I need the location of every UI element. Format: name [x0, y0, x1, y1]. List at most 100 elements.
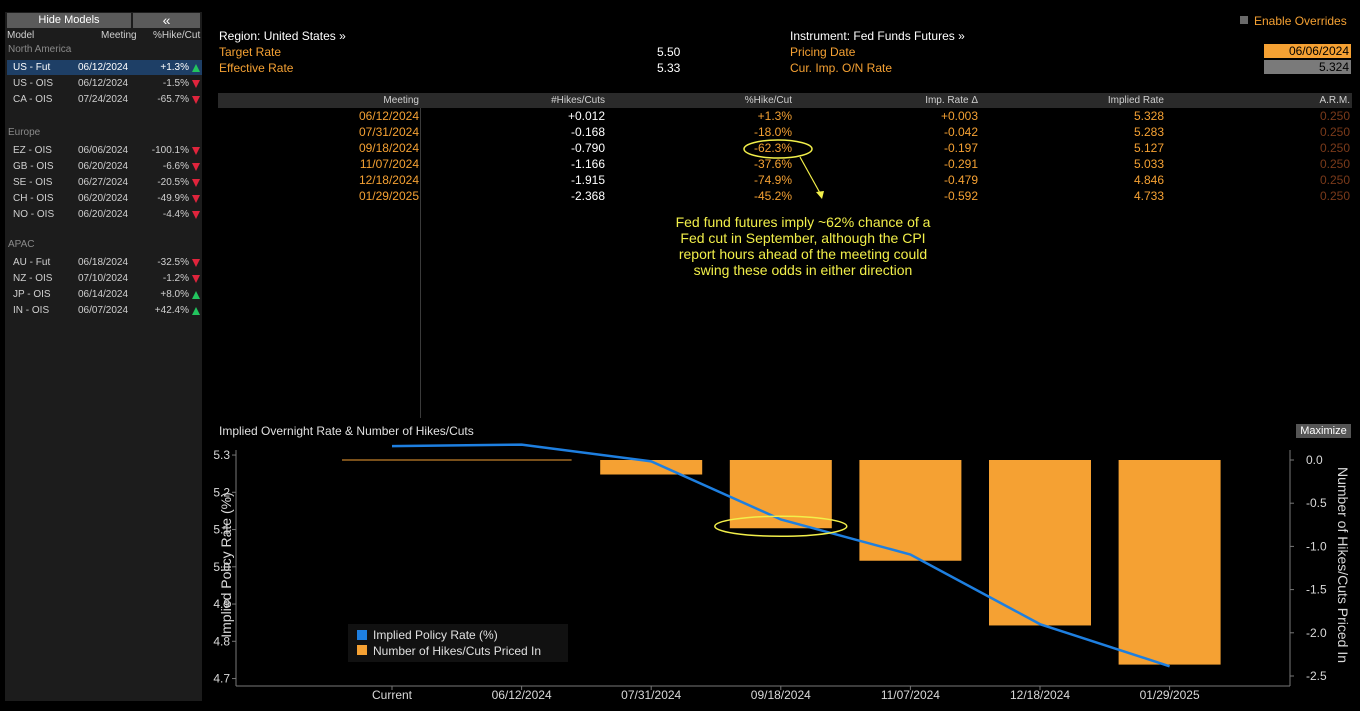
table-row[interactable]: 06/12/2024 +0.012 +1.3% +0.003 5.328 0.250 — [218, 108, 1352, 124]
pricing-date-label: Pricing Date — [790, 45, 856, 59]
cell-rate-delta: -0.479 — [943, 173, 978, 187]
model-pct: -1.2% — [162, 273, 189, 284]
group-label: Europe — [8, 127, 41, 138]
model-row[interactable]: US - Fut 06/12/2024 +1.3% — [7, 60, 202, 75]
y-tick-label-left: 4.9 — [213, 597, 230, 611]
model-meeting: 06/06/2024 — [78, 145, 129, 156]
model-row[interactable]: NZ - OIS 07/10/2024 -1.2% — [7, 271, 202, 286]
model-name: US - OIS — [13, 78, 54, 89]
model-pct: -49.9% — [157, 193, 189, 204]
up-arrow-icon — [191, 63, 200, 74]
collapse-panel-icon[interactable]: « — [133, 13, 200, 28]
col-header-pct: %Hike/Cut — [153, 30, 201, 41]
model-pct: -20.5% — [157, 177, 189, 188]
model-pct: -1.5% — [162, 78, 189, 89]
annotation-text: Fed fund futures imply ~62% chance of a … — [648, 214, 958, 278]
model-row[interactable]: US - OIS 06/12/2024 -1.5% — [7, 76, 202, 91]
legend-box — [348, 624, 568, 662]
model-row[interactable]: SE - OIS 06/27/2024 -20.5% — [7, 175, 202, 190]
x-tick-label: Current — [372, 688, 413, 702]
annotation-line: Fed fund futures imply ~62% chance of a — [675, 214, 931, 230]
cell-arm: 0.250 — [1319, 109, 1350, 123]
legend-swatch-bar — [357, 645, 367, 655]
y-tick-label-right: -1.5 — [1306, 583, 1327, 597]
hide-models-button[interactable]: Hide Models — [7, 13, 131, 28]
model-meeting: 06/12/2024 — [78, 78, 129, 89]
cell-arm: 0.250 — [1319, 125, 1350, 139]
th-meeting[interactable]: Meeting — [383, 95, 419, 106]
instrument-selector[interactable]: Instrument: Fed Funds Futures » — [790, 29, 965, 43]
enable-overrides-checkbox[interactable] — [1240, 16, 1248, 24]
cell-implied-rate: 5.328 — [1133, 109, 1164, 123]
col-header-model: Model — [7, 30, 35, 41]
model-row[interactable]: AU - Fut 06/18/2024 -32.5% — [7, 255, 202, 270]
cell-meeting: 12/18/2024 — [358, 173, 419, 187]
pricing-date-field[interactable]: 06/06/2024 — [1264, 44, 1351, 58]
cell-implied-rate: 5.127 — [1133, 141, 1164, 155]
model-row[interactable]: EZ - OIS 06/06/2024 -100.1% — [7, 143, 202, 158]
model-row[interactable]: JP - OIS 06/14/2024 +8.0% — [7, 287, 202, 302]
cell-arm: 0.250 — [1319, 173, 1350, 187]
down-arrow-icon — [191, 95, 200, 106]
x-tick-label: 06/12/2024 — [492, 688, 552, 702]
cell-arm: 0.250 — [1319, 141, 1350, 155]
maximize-button[interactable]: Maximize — [1296, 424, 1351, 438]
cell-rate-delta: -0.291 — [943, 157, 978, 171]
group-label: APAC — [8, 239, 35, 250]
cell-arm: 0.250 — [1319, 157, 1350, 171]
th-implied-rate[interactable]: Implied Rate — [1107, 95, 1164, 106]
chart-title: Implied Overnight Rate & Number of Hikes… — [219, 424, 474, 438]
th-arm[interactable]: A.R.M. — [1319, 95, 1350, 106]
cell-rate-delta: -0.197 — [943, 141, 978, 155]
region-selector[interactable]: Region: United States » — [219, 29, 346, 43]
y-tick-label-right: -0.5 — [1306, 496, 1327, 510]
down-arrow-icon — [191, 274, 200, 285]
model-row[interactable]: IN - OIS 06/07/2024 +42.4% — [7, 303, 202, 318]
implied-rate-line — [391, 443, 1170, 668]
model-pct: -4.4% — [162, 209, 189, 220]
model-meeting: 07/24/2024 — [78, 94, 129, 105]
model-name: CA - OIS — [13, 94, 53, 105]
model-meeting: 06/20/2024 — [78, 161, 129, 172]
cell-hikes-cuts: +0.012 — [567, 109, 605, 123]
table-row[interactable]: 07/31/2024 -0.168 -18.0% -0.042 5.283 0.250 — [218, 124, 1352, 140]
meetings-table-header: Meeting #Hikes/Cuts %Hike/Cut Imp. Rate … — [218, 93, 1352, 108]
model-name: JP - OIS — [13, 289, 51, 300]
model-pct: +1.3% — [160, 62, 189, 73]
model-name: NZ - OIS — [13, 273, 53, 284]
model-row[interactable]: CH - OIS 06/20/2024 -49.9% — [7, 191, 202, 206]
model-meeting: 07/10/2024 — [78, 273, 129, 284]
down-arrow-icon — [191, 162, 200, 173]
down-arrow-icon — [191, 178, 200, 189]
cell-pct: -18.0% — [753, 125, 792, 139]
column-divider — [420, 108, 421, 418]
table-row[interactable]: 09/18/2024 -0.790 -62.3% -0.197 5.127 0.250 — [218, 140, 1352, 156]
model-row[interactable]: GB - OIS 06/20/2024 -6.6% — [7, 159, 202, 174]
onrate-label: Cur. Imp. O/N Rate — [790, 61, 893, 75]
table-row[interactable]: 12/18/2024 -1.915 -74.9% -0.479 4.846 0.250 — [218, 172, 1352, 188]
annotation-line: report hours ahead of the meeting could — [678, 246, 928, 262]
onrate-field[interactable]: 5.324 — [1264, 60, 1351, 74]
model-name: IN - OIS — [13, 305, 50, 316]
enable-overrides-label[interactable]: Enable Overrides — [1254, 14, 1347, 28]
cell-meeting: 09/18/2024 — [358, 141, 419, 155]
table-row[interactable]: 11/07/2024 -1.166 -37.6% -0.291 5.033 0.250 — [218, 156, 1352, 172]
down-arrow-icon — [191, 258, 200, 269]
bar — [600, 460, 703, 475]
cell-meeting: 06/12/2024 — [358, 109, 419, 123]
cell-hikes-cuts: -0.790 — [570, 141, 605, 155]
model-meeting: 06/20/2024 — [78, 209, 129, 220]
cell-rate-delta: -0.592 — [943, 189, 978, 203]
model-name: US - Fut — [13, 62, 51, 73]
y-tick-label-left: 5.3 — [213, 448, 230, 462]
th-hikes-cuts[interactable]: #Hikes/Cuts — [551, 95, 605, 106]
model-name: AU - Fut — [13, 257, 51, 268]
down-arrow-icon — [191, 194, 200, 205]
th-imp-rate-delta[interactable]: Imp. Rate Δ — [925, 95, 978, 106]
th-pct-hike-cut[interactable]: %Hike/Cut — [744, 95, 792, 106]
table-row[interactable]: 01/29/2025 -2.368 -45.2% -0.592 4.733 0.250 — [218, 188, 1352, 204]
annotation-line: swing these odds in either direction — [693, 262, 913, 278]
model-row[interactable]: NO - OIS 06/20/2024 -4.4% — [7, 207, 202, 222]
model-row[interactable]: CA - OIS 07/24/2024 -65.7% — [7, 92, 202, 107]
